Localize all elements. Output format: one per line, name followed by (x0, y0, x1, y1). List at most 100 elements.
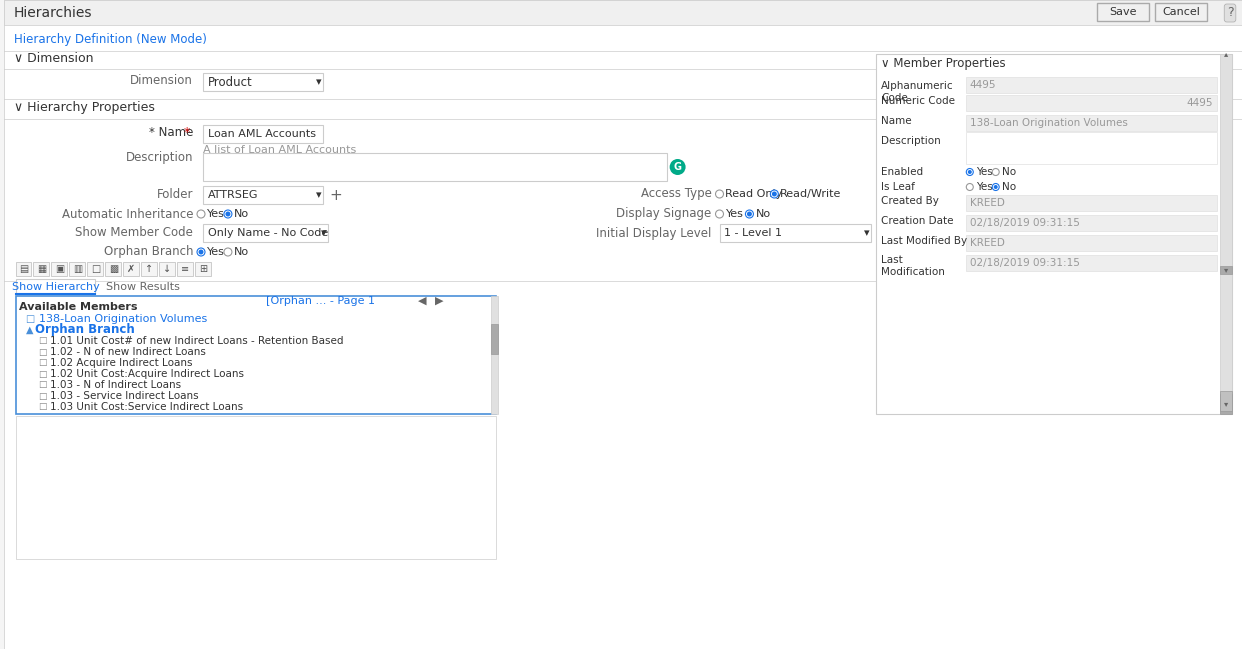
Circle shape (669, 159, 686, 175)
Circle shape (199, 249, 204, 254)
Text: Created By: Created By (881, 196, 939, 206)
Text: * Name: * Name (149, 127, 193, 140)
Text: ⊞: ⊞ (199, 264, 207, 274)
Text: A list of Loan AML Accounts: A list of Loan AML Accounts (202, 145, 356, 155)
Text: Read Only: Read Only (725, 189, 782, 199)
Bar (195, 262, 211, 276)
Text: Name: Name (881, 116, 912, 126)
Text: Yes: Yes (976, 167, 992, 177)
Bar (1220, 54, 1232, 414)
Text: Folder: Folder (156, 188, 193, 201)
Bar (4, 0, 1242, 25)
Bar (966, 132, 1217, 164)
Bar (966, 195, 1217, 211)
Circle shape (966, 184, 974, 191)
Bar (966, 115, 1217, 131)
Text: □: □ (39, 402, 47, 411)
Text: □: □ (26, 314, 35, 324)
Text: Available Members: Available Members (19, 302, 137, 312)
Text: Yes: Yes (976, 182, 992, 192)
Text: Yes: Yes (725, 209, 744, 219)
Text: Access Type: Access Type (641, 188, 712, 201)
Text: ▶: ▶ (435, 296, 443, 306)
Text: KREED: KREED (970, 238, 1005, 248)
Bar (16, 279, 96, 294)
Text: No: No (233, 209, 250, 219)
Bar (966, 95, 1217, 111)
Circle shape (197, 210, 205, 218)
Text: 1.02 Acquire Indirect Loans: 1.02 Acquire Indirect Loans (51, 358, 193, 368)
Text: KREED: KREED (970, 198, 1005, 208)
Text: 02/18/2019 09:31:15: 02/18/2019 09:31:15 (970, 218, 1079, 228)
Text: □: □ (39, 336, 47, 345)
Text: Last Modified By: Last Modified By (881, 236, 968, 246)
Bar (202, 186, 323, 204)
Bar (70, 262, 86, 276)
Text: 4495: 4495 (970, 80, 996, 90)
Bar (966, 215, 1217, 231)
Bar (16, 416, 496, 559)
Text: □: □ (39, 369, 47, 378)
Text: ▾: ▾ (315, 77, 322, 87)
Bar (1220, 266, 1232, 274)
Text: ▥: ▥ (73, 264, 82, 274)
Bar (1155, 3, 1207, 21)
Circle shape (966, 169, 974, 175)
Text: 02/18/2019 09:31:15: 02/18/2019 09:31:15 (970, 258, 1079, 268)
Text: ▾: ▾ (315, 190, 322, 200)
Text: Alphanumeric
Code: Alphanumeric Code (881, 81, 954, 103)
Text: ATTRSEG: ATTRSEG (207, 190, 258, 200)
Text: Orphan Branch: Orphan Branch (36, 323, 135, 336)
Text: No: No (1002, 182, 1016, 192)
Bar (202, 224, 328, 242)
Text: ▦: ▦ (37, 264, 46, 274)
Text: 1.03 - N of Indirect Loans: 1.03 - N of Indirect Loans (51, 380, 181, 390)
Text: Read/Write: Read/Write (780, 189, 842, 199)
Text: Is Leaf: Is Leaf (881, 182, 915, 192)
Text: ✗: ✗ (127, 264, 135, 274)
Text: 1.01 Unit Cost# of new Indirect Loans - Retention Based: 1.01 Unit Cost# of new Indirect Loans - … (51, 336, 344, 346)
Circle shape (745, 210, 754, 218)
Bar (966, 235, 1217, 251)
Text: No: No (755, 209, 770, 219)
Text: ◀: ◀ (419, 296, 426, 306)
Text: Only Name - No Code: Only Name - No Code (207, 228, 328, 238)
Circle shape (224, 210, 232, 218)
Bar (16, 402, 496, 413)
Bar (202, 125, 323, 143)
Circle shape (770, 190, 779, 198)
Circle shape (992, 184, 1000, 191)
Text: ▲: ▲ (26, 325, 34, 335)
Text: ↑: ↑ (145, 264, 153, 274)
Text: Show Results: Show Results (107, 282, 180, 292)
Text: No: No (233, 247, 250, 257)
Text: Loan AML Accounts: Loan AML Accounts (207, 129, 315, 139)
Text: Cancel: Cancel (1163, 7, 1200, 17)
Bar (1220, 391, 1232, 411)
Text: □: □ (39, 391, 47, 400)
Text: □: □ (39, 380, 47, 389)
Text: Display Signage: Display Signage (616, 208, 712, 221)
Text: Enabled: Enabled (881, 167, 923, 177)
Text: 4495: 4495 (1186, 98, 1213, 108)
Text: ▾: ▾ (864, 228, 869, 238)
Text: ▤: ▤ (19, 264, 29, 274)
Text: ▣: ▣ (55, 264, 65, 274)
Bar (1220, 394, 1232, 414)
Text: Description: Description (881, 136, 940, 146)
Text: 1.03 - Service Indirect Loans: 1.03 - Service Indirect Loans (51, 391, 199, 401)
Text: 138-Loan Origination Volumes: 138-Loan Origination Volumes (970, 118, 1128, 128)
Text: G: G (673, 162, 682, 172)
Text: ▾: ▾ (1223, 400, 1228, 408)
Text: 138-Loan Origination Volumes: 138-Loan Origination Volumes (40, 314, 207, 324)
Text: ∨ Member Properties: ∨ Member Properties (881, 56, 1006, 69)
Bar (178, 262, 193, 276)
Circle shape (197, 248, 205, 256)
Circle shape (226, 212, 231, 217)
Text: □: □ (39, 358, 47, 367)
Bar (16, 262, 31, 276)
Bar (491, 324, 498, 354)
Text: Hierarchies: Hierarchies (14, 6, 92, 20)
Bar (719, 224, 871, 242)
Text: Show Hierarchy: Show Hierarchy (11, 282, 99, 292)
